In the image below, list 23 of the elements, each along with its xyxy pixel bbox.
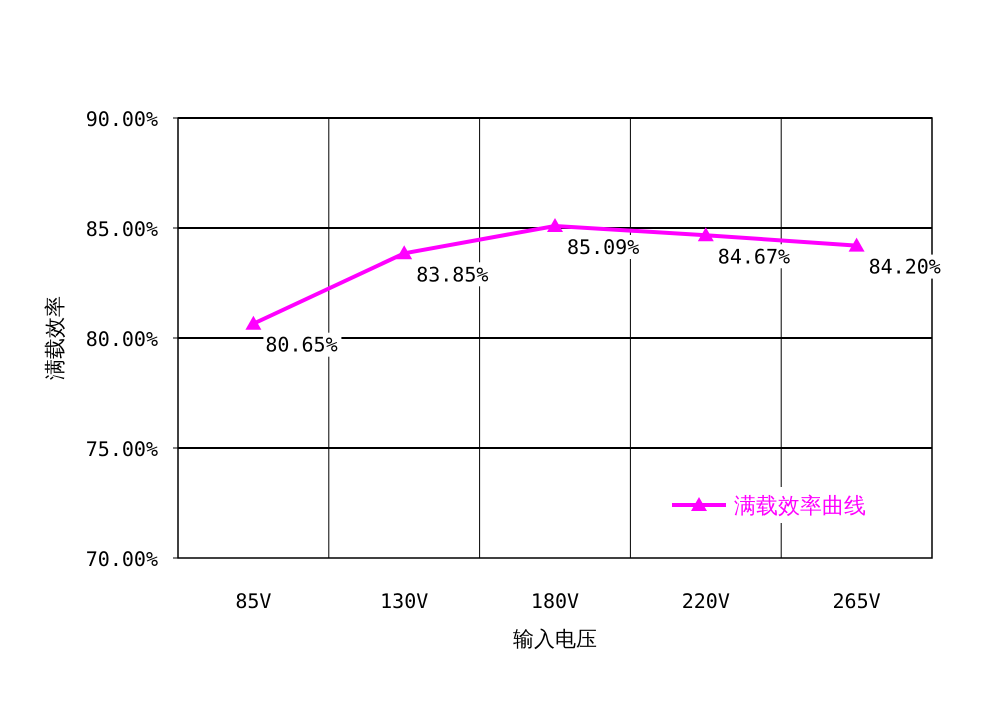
- data-label: 84.67%: [718, 244, 790, 268]
- y-tick-label: 85.00%: [86, 217, 158, 241]
- data-label: 80.65%: [265, 332, 338, 357]
- legend-label: 满载效率曲线: [734, 494, 866, 519]
- point: [396, 245, 412, 260]
- point: [547, 218, 563, 232]
- x-tick-label: 130V: [380, 589, 428, 613]
- x-tick-label: 265V: [832, 589, 881, 613]
- data-label: 83.85%: [416, 262, 488, 286]
- x-axis-title: 输入电压: [513, 627, 597, 651]
- y-tick-label: 75.00%: [86, 437, 158, 461]
- point: [848, 238, 865, 252]
- y-tick-label: 80.00%: [86, 327, 158, 351]
- data-label: 85.09%: [567, 235, 640, 260]
- data-label: 84.20%: [868, 254, 941, 279]
- y-tick-label: 90.00%: [86, 107, 158, 131]
- x-tick-label: 180V: [530, 589, 580, 613]
- y-tick-label: 70.00%: [86, 547, 158, 571]
- point: [698, 227, 714, 242]
- point: [245, 316, 262, 330]
- y-axis-title: 满载效率: [43, 296, 67, 380]
- x-tick-label: 85V: [235, 589, 272, 613]
- x-tick-label: 220V: [682, 589, 730, 613]
